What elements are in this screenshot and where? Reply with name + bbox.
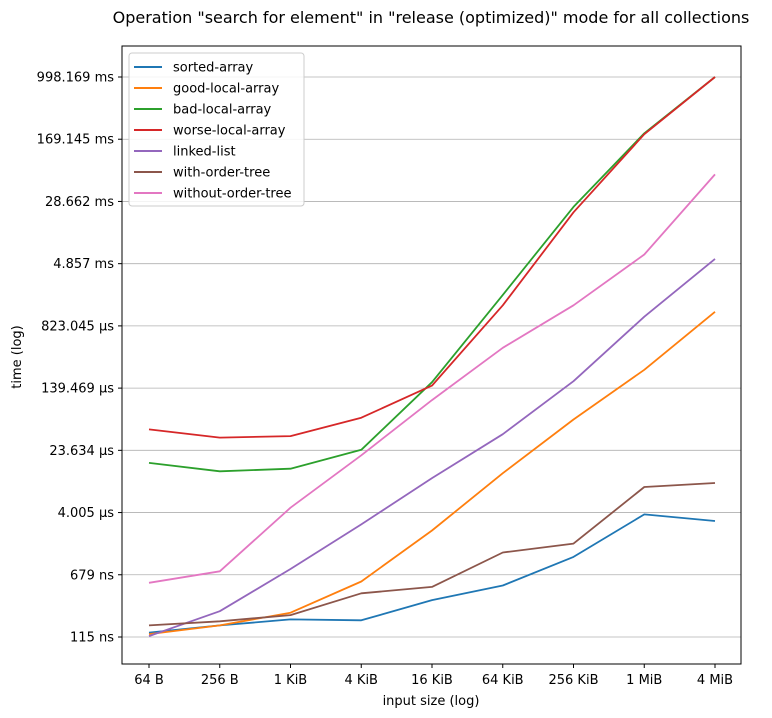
legend-box <box>128 52 305 207</box>
x-tick-label: 1 MiB <box>626 673 662 688</box>
y-axis-label: time (log) <box>10 325 25 388</box>
y-tick-label: 23.634 µs <box>49 444 114 459</box>
y-tick-label: 823.045 µs <box>41 319 114 334</box>
x-tick-label: 1 KiB <box>274 673 307 688</box>
x-tick-label: 4 KiB <box>345 673 378 688</box>
series-line-worse-local-array <box>148 76 716 439</box>
series-lines <box>148 76 716 637</box>
y-tick-label: 4.005 µs <box>58 506 115 521</box>
legend-entry: linked-list <box>173 145 236 160</box>
y-tick-label: 28.662 ms <box>45 195 114 210</box>
y-tick-label: 998.169 ms <box>37 71 115 86</box>
legend-entry: bad-local-array <box>173 103 272 118</box>
series-line-with-order-tree <box>148 482 716 627</box>
series-line-linked-list <box>148 258 716 637</box>
series-line-without-order-tree <box>148 173 716 584</box>
chart-title: Operation "search for element" in "relea… <box>113 8 750 27</box>
legend-entry: with-order-tree <box>173 166 270 181</box>
x-tick-label: 4 MiB <box>697 673 733 688</box>
x-tick-label: 256 B <box>201 673 239 688</box>
x-tick-label: 256 KiB <box>548 673 598 688</box>
legend-entry: without-order-tree <box>173 187 291 202</box>
y-tick-label: 679 ns <box>70 568 114 583</box>
legend: sorted-array good-local-array bad-local-ar… <box>128 52 305 207</box>
series-line-sorted-array <box>148 513 716 634</box>
y-axis-ticks: 115 ns 679 ns 4.005 µs 23.634 µs 139.469 µs 8… <box>37 71 122 646</box>
y-tick-label: 115 ns <box>70 631 114 646</box>
legend-entry: good-local-array <box>173 82 279 97</box>
legend-entry: worse-local-array <box>173 124 286 139</box>
y-tick-label: 4.857 ms <box>53 257 114 272</box>
series-line-bad-local-array <box>148 76 716 473</box>
x-axis-label: input size (log) <box>383 694 480 709</box>
x-axis-ticks: 64 B 256 B 1 KiB 4 KiB 16 KiB 64 KiB 256 KiB 1 … <box>134 664 733 688</box>
series-line-good-local-array <box>148 311 716 635</box>
x-tick-label: 16 KiB <box>411 673 453 688</box>
x-tick-label: 64 B <box>134 673 164 688</box>
y-tick-label: 139.469 µs <box>41 382 114 397</box>
y-tick-label: 169.145 ms <box>37 133 115 148</box>
x-tick-label: 64 KiB <box>482 673 524 688</box>
legend-entry: sorted-array <box>173 61 254 76</box>
grid-lines <box>122 76 741 638</box>
